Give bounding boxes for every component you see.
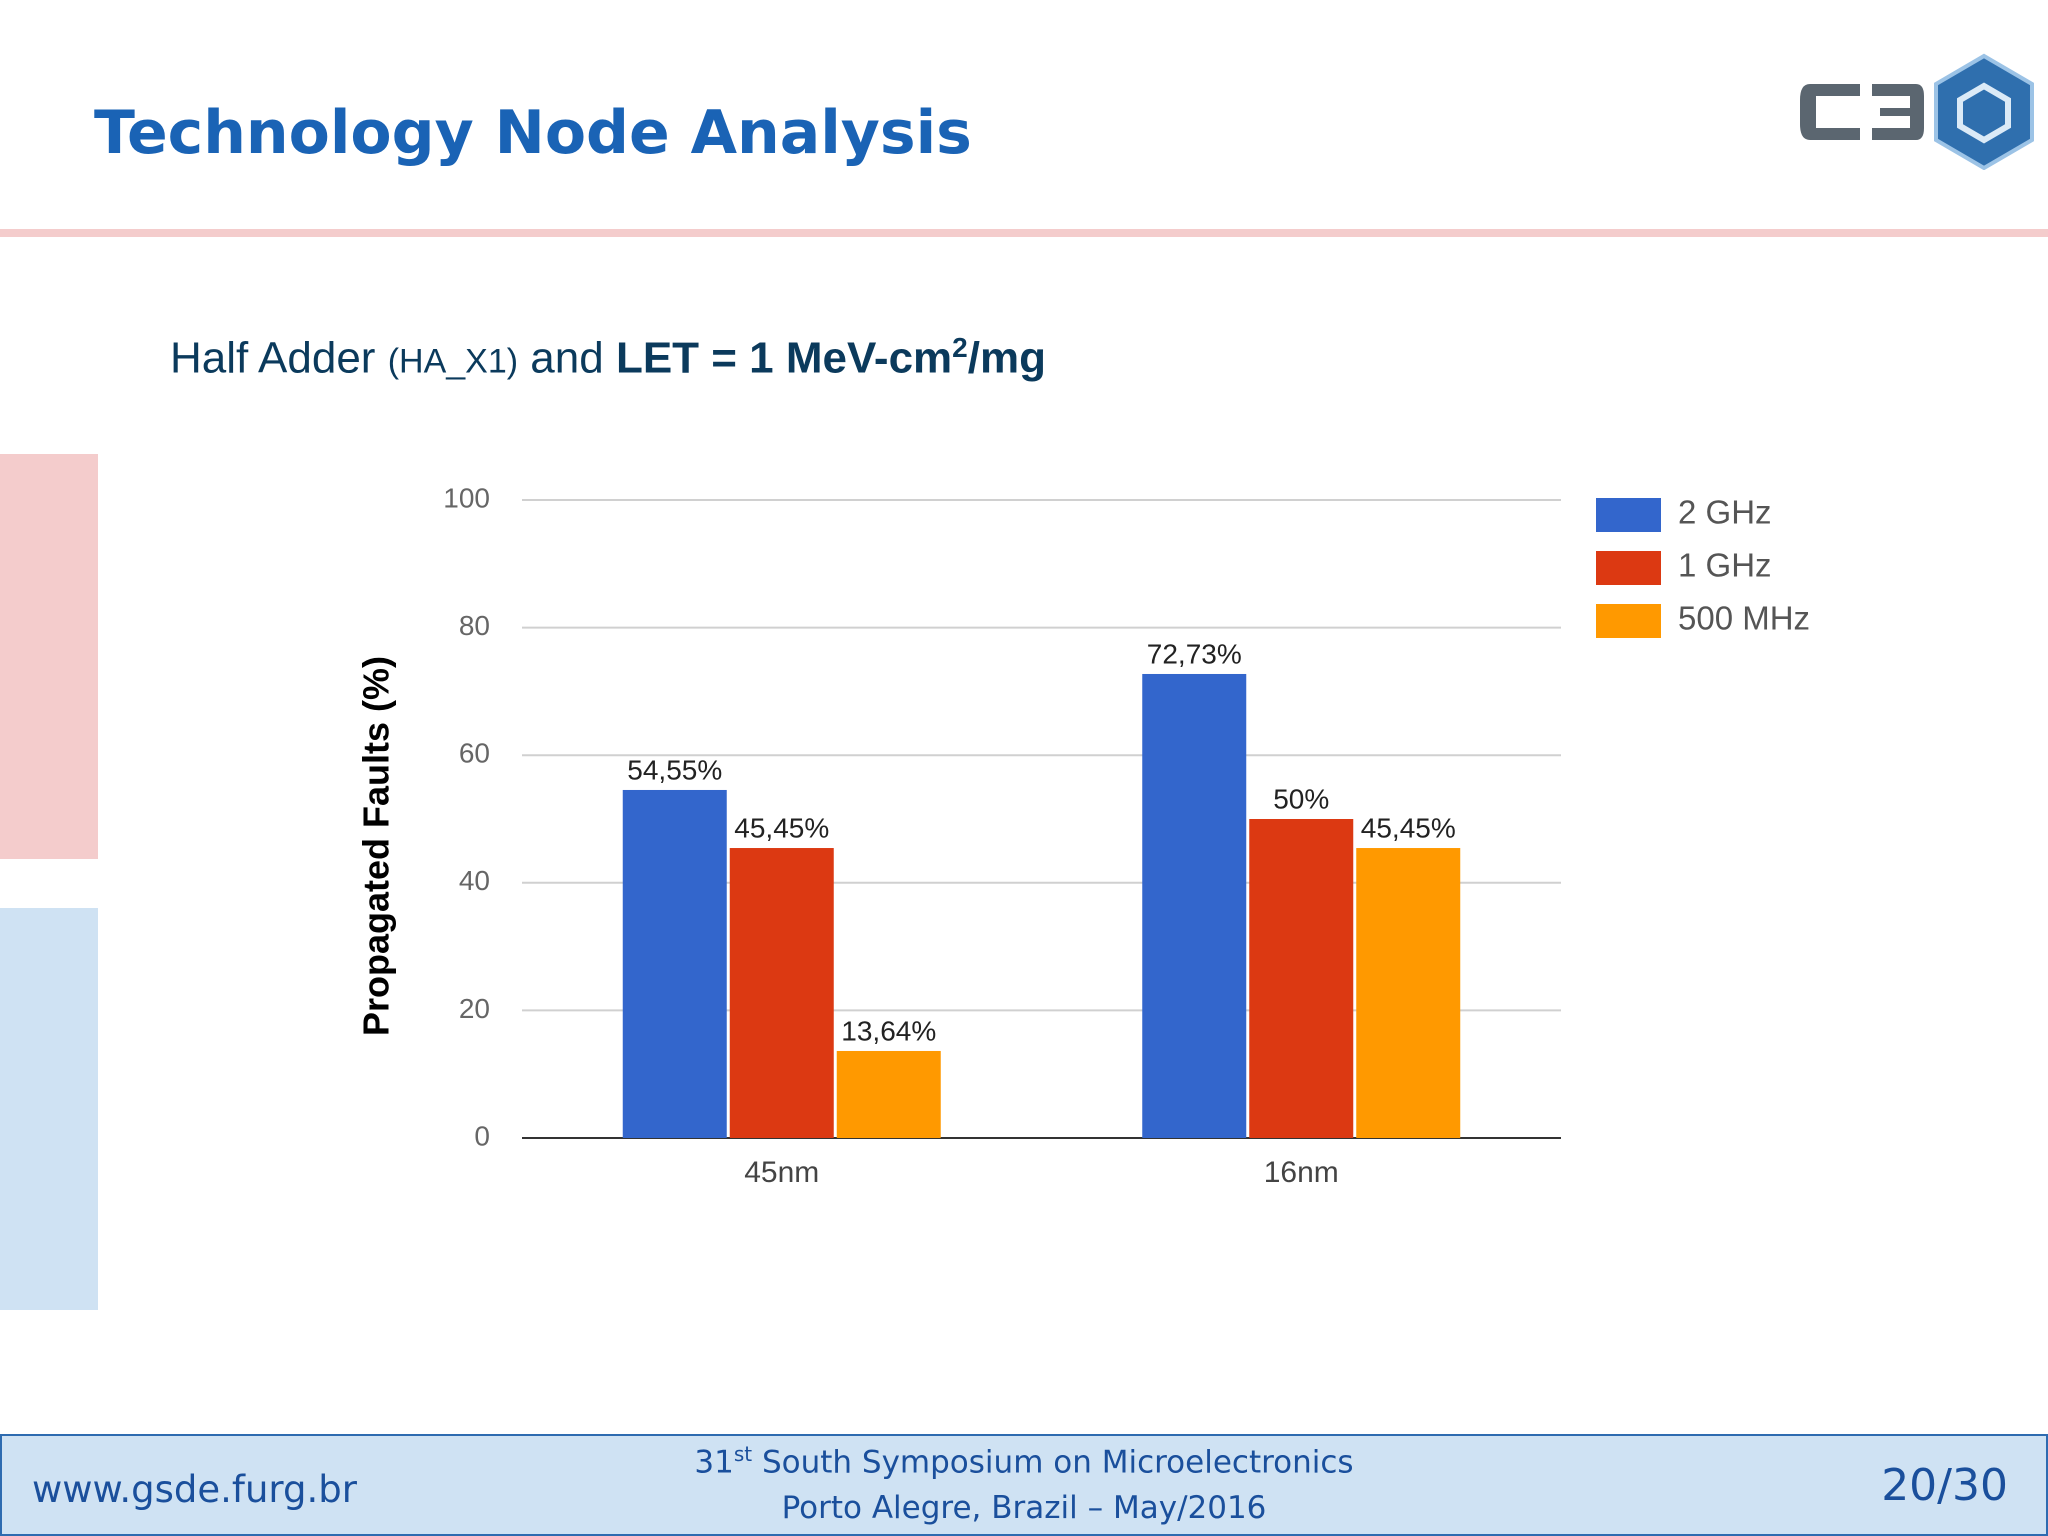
footer-place: Porto Alegre, Brazil – May/2016 bbox=[781, 1490, 1267, 1526]
y-tick-label: 100 bbox=[443, 482, 490, 513]
data-label: 45,45% bbox=[1361, 812, 1456, 843]
slide-title: Technology Node Analysis bbox=[94, 98, 972, 168]
data-label: 54,55% bbox=[627, 754, 722, 785]
data-label: 50% bbox=[1273, 783, 1329, 814]
legend-swatch bbox=[1596, 604, 1661, 638]
data-label: 72,73% bbox=[1147, 638, 1242, 669]
chart: 0 20 40 60 80 100 Propagated Faults (%) 45nm 54,… bbox=[356, 482, 1811, 1189]
subtitle-text: Half Adder bbox=[170, 333, 388, 383]
y-axis-label: Propagated Faults (%) bbox=[356, 656, 397, 1036]
y-tick-label: 80 bbox=[459, 610, 490, 641]
bar bbox=[1142, 673, 1247, 1138]
x-tick-label: 45nm bbox=[744, 1156, 819, 1189]
subtitle-text: LET = 1 MeV-cm bbox=[615, 333, 953, 383]
footer-event: 31st South Symposium on Microelectronics bbox=[2, 1442, 2046, 1480]
y-tick-label: 20 bbox=[459, 993, 490, 1024]
y-tick-label: 0 bbox=[474, 1120, 490, 1151]
bar bbox=[836, 1050, 941, 1138]
bar bbox=[1249, 819, 1354, 1138]
subtitle-text: /mg bbox=[967, 333, 1046, 383]
title-rule bbox=[0, 229, 2048, 237]
side-block bbox=[0, 454, 98, 859]
bar bbox=[1356, 848, 1461, 1138]
subtitle-text: 2 bbox=[952, 332, 968, 363]
footer-url: www.gsde.furg.br bbox=[32, 1468, 357, 1511]
logo bbox=[1800, 53, 2034, 170]
data-label: 45,45% bbox=[734, 812, 829, 843]
x-tick-label: 16nm bbox=[1264, 1156, 1339, 1189]
subtitle-text: and bbox=[518, 333, 616, 383]
legend-swatch bbox=[1596, 498, 1661, 532]
subtitle: Half Adder (HA_X1) and LET = 1 MeV-cm2/m… bbox=[170, 332, 1046, 384]
side-block bbox=[0, 908, 98, 1310]
bar bbox=[729, 848, 834, 1138]
legend-label: 2 GHz bbox=[1678, 494, 1772, 531]
y-tick-label: 60 bbox=[459, 738, 490, 769]
legend-label: 1 GHz bbox=[1678, 547, 1772, 584]
data-label: 13,64% bbox=[841, 1015, 936, 1046]
event-name: South Symposium on Microelectronics bbox=[752, 1444, 1354, 1481]
event-suffix: st bbox=[733, 1442, 753, 1466]
legend-swatch bbox=[1596, 551, 1661, 585]
legend-label: 500 MHz bbox=[1678, 600, 1810, 637]
bar bbox=[622, 789, 727, 1138]
subtitle-text: (HA_X1) bbox=[387, 342, 519, 381]
event-number: 31 bbox=[694, 1444, 734, 1481]
y-tick-label: 40 bbox=[459, 865, 490, 896]
page-number: 20/30 bbox=[1881, 1460, 2008, 1511]
footer: www.gsde.furg.br 31st South Symposium on… bbox=[0, 1434, 2048, 1536]
